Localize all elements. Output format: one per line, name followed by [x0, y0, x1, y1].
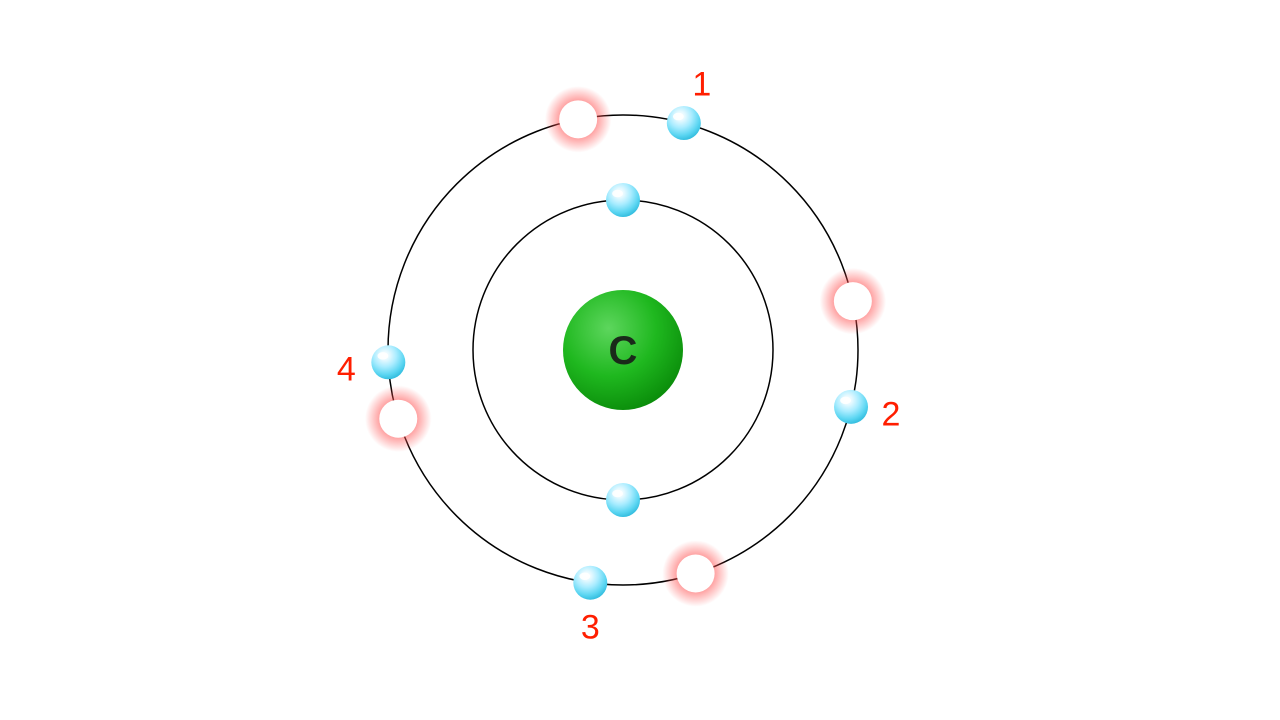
outer-electron-2-highlight — [840, 397, 851, 404]
pair-label-3: 3 — [581, 608, 600, 647]
vacancy-3 — [677, 554, 715, 592]
pair-label-4: 4 — [337, 351, 356, 390]
pair-label-1: 1 — [692, 66, 711, 105]
outer-electron-1-highlight — [673, 113, 684, 120]
outer-electron-2 — [834, 390, 868, 424]
nucleus-label: C — [609, 329, 638, 373]
inner-electron-1 — [606, 183, 640, 217]
pair-label-2: 2 — [882, 395, 901, 434]
outer-electron-4-highlight — [377, 352, 388, 359]
vacancy-1 — [559, 100, 597, 138]
outer-electron-4 — [371, 345, 405, 379]
inner-electron-2 — [606, 483, 640, 517]
outer-electron-3 — [573, 566, 607, 600]
atom-diagram: C 1 2 3 4 — [0, 0, 1280, 720]
atom-svg: C — [0, 0, 1280, 720]
inner-electron-1-highlight — [612, 190, 623, 197]
outer-electron-1 — [667, 106, 701, 140]
outer-electron-3-highlight — [579, 573, 590, 580]
vacancy-4 — [379, 400, 417, 438]
vacancy-2 — [834, 282, 872, 320]
inner-electron-2-highlight — [612, 490, 623, 497]
